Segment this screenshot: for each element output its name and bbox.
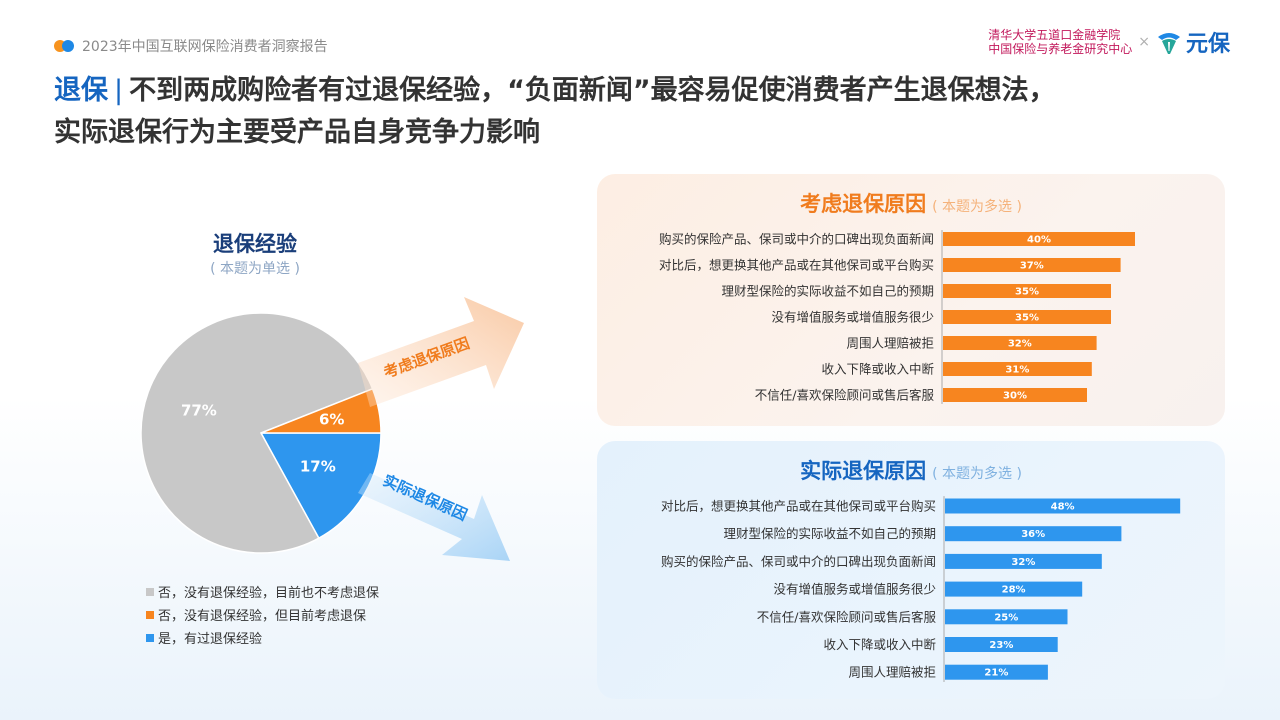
bar-category-label: 收入下降或收入中断 [823, 637, 936, 652]
bar [945, 526, 1122, 542]
bar-category-label: 周围人理赔被拒 [848, 665, 936, 680]
institution-line1: 清华大学五道口金融学院 [988, 28, 1121, 42]
actual-reasons-note: ( 本题为多选 ) [932, 466, 1022, 482]
logo-area: 清华大学五道口金融学院 中国保险与养老金研究中心 × 元保 [988, 26, 1230, 58]
bar [945, 664, 1048, 680]
legend-item: 否，没有退保经验，但目前考虑退保 [146, 603, 379, 626]
legend-item: 否，没有退保经验，目前也不考虑退保 [146, 580, 379, 603]
actual-reasons-bar-chart: 对比后，想更换其他产品或在其他保司或平台购买 48% 理财型保险的实际收益不如自己的… [661, 496, 1181, 683]
brand-name: 元保 [1185, 32, 1230, 57]
actual-reasons-panel: 实际退保原因 ( 本题为多选 ) 对比后，想更换其他产品或在其他保司或平台购买 48… [597, 441, 1225, 699]
report-title: 2023年中国互联网保险消费者洞察报告 [82, 39, 328, 55]
bar-value-label: 30% [1003, 391, 1027, 402]
bar [945, 637, 1058, 652]
bar-category-label: 不信任/喜欢保险顾问或售后客服 [755, 388, 935, 403]
actual-reasons-title: 实际退保原因 ( 本题为多选 ) [597, 455, 1225, 485]
pie-slice [140, 312, 374, 554]
pie-slice-label: 17% [300, 458, 336, 476]
bar [945, 581, 1083, 597]
actual-reasons-title-text: 实际退保原因 [800, 459, 927, 483]
headline-line1: 退保 | 不到两成购险者有过退保经验，“负面新闻”最容易促使消费者产生退保想法， [54, 70, 1244, 112]
headline-text-1: 不到两成购险者有过退保经验，“负面新闻”最容易促使消费者产生退保想法， [129, 75, 1056, 106]
headline-text-2: 实际退保行为主要受产品自身竞争力影响 [54, 117, 540, 148]
considered-reasons-title: 考虑退保原因 ( 本题为多选 ) [597, 188, 1225, 218]
bar-category-label: 没有增值服务或增值服务很少 [773, 582, 936, 597]
bar-value-label: 40% [1027, 235, 1051, 246]
institution-line2: 中国保险与养老金研究中心 [988, 42, 1133, 56]
legend-label: 否，没有退保经验，但目前考虑退保 [158, 609, 367, 624]
considered-reasons-bar-chart: 购买的保险产品、保司或中介的口碑出现负面新闻 40% 对比后，想更换其他产品或在其他… [659, 230, 1135, 404]
bar-value-label: 32% [1011, 557, 1035, 568]
bar-category-label: 没有增值服务或增值服务很少 [771, 310, 934, 325]
flow-arrows: 考虑退保原因 实际退保原因 [358, 297, 524, 561]
legend-swatch [146, 633, 154, 642]
bar-category-label: 收入下降或收入中断 [821, 362, 934, 377]
considered-reasons-panel: 考虑退保原因 ( 本题为多选 ) 购买的保险产品、保司或中介的口碑出现负面新闻 40… [597, 174, 1225, 426]
headline-tag: 退保 [54, 75, 108, 106]
legend-swatch [146, 610, 154, 619]
bar [943, 258, 1121, 272]
pie-chart-title: 退保经验 [213, 232, 297, 256]
legend-item: 是，有过退保经验 [146, 626, 379, 649]
bar-value-label: 28% [1002, 585, 1026, 596]
bar-category-label: 理财型保险的实际收益不如自己的预期 [723, 526, 936, 541]
legend-swatch [146, 587, 154, 596]
bar [945, 553, 1102, 569]
bar-value-label: 35% [1015, 287, 1039, 298]
times-sign: × [1138, 34, 1150, 50]
bar-category-label: 购买的保险产品、保司或中介的口碑出现负面新闻 [661, 554, 936, 569]
bar-value-label: 32% [1008, 339, 1032, 350]
bar [943, 310, 1111, 324]
pie-chart: 17% 77% 6% [140, 312, 382, 554]
legend-label: 否，没有退保经验，目前也不考虑退保 [158, 586, 380, 601]
bar-value-label: 31% [1005, 365, 1029, 376]
bar-value-label: 21% [984, 668, 1008, 679]
bar-category-label: 对比后，想更换其他产品或在其他保司或平台购买 [661, 499, 936, 514]
page-headline: 退保 | 不到两成购险者有过退保经验，“负面新闻”最容易促使消费者产生退保想法， 实… [54, 70, 1244, 154]
bar-value-label: 23% [989, 640, 1013, 651]
bar-category-label: 周围人理赔被拒 [846, 336, 934, 351]
bar-value-label: 36% [1021, 529, 1045, 540]
legend-label: 是，有过退保经验 [158, 632, 263, 647]
upper-arrow: 考虑退保原因 [358, 297, 524, 407]
bar-value-label: 35% [1015, 313, 1039, 324]
report-header: 2023年中国互联网保险消费者洞察报告 [54, 36, 328, 56]
pie-chart-subtitle: ( 本题为单选 ) [210, 261, 300, 277]
brand-dots-icon [54, 40, 76, 52]
bar [943, 362, 1092, 376]
bar [945, 498, 1181, 514]
bar-value-label: 48% [1051, 502, 1075, 513]
bar-value-label: 25% [994, 612, 1018, 623]
pie-slice-label: 77% [181, 402, 217, 420]
considered-reasons-title-text: 考虑退保原因 [800, 192, 927, 216]
institution-name: 清华大学五道口金融学院 中国保险与养老金研究中心 [988, 28, 1132, 56]
bar [943, 232, 1135, 246]
bar [943, 284, 1111, 298]
bar-value-label: 37% [1020, 261, 1044, 272]
bar [943, 388, 1087, 402]
bar-category-label: 不信任/喜欢保险顾问或售后客服 [757, 609, 937, 624]
yuanbao-logo-icon [1157, 33, 1180, 54]
bar [945, 609, 1068, 625]
considered-reasons-note: ( 本题为多选 ) [932, 199, 1022, 215]
yuanbao-logo: 元保 [1156, 26, 1230, 58]
headline-separator: | [114, 75, 124, 106]
bar-category-label: 购买的保险产品、保司或中介的口碑出现负面新闻 [659, 232, 934, 247]
pie-slice-label: 6% [319, 411, 344, 429]
lower-arrow: 实际退保原因 [358, 471, 510, 561]
bar-category-label: 对比后，想更换其他产品或在其他保司或平台购买 [659, 258, 934, 273]
pie-legend: 否，没有退保经验，目前也不考虑退保 否，没有退保经验，但目前考虑退保 是，有过退保经… [146, 580, 379, 649]
bar [943, 336, 1097, 350]
bar-category-label: 理财型保险的实际收益不如自己的预期 [721, 284, 934, 299]
